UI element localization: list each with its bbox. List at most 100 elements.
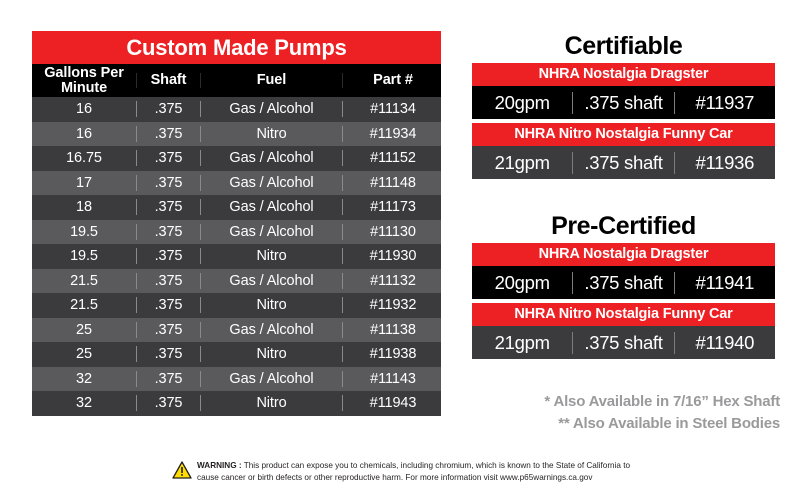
cell-part: #11930: [342, 248, 443, 265]
cell-fuel: Gas / Alcohol: [200, 174, 342, 191]
table-row: 25 .375 Gas / Alcohol #11138: [32, 317, 441, 342]
footnote-steel-bodies: ** Also Available in Steel Bodies: [558, 414, 780, 432]
cell-part: #11173: [342, 199, 443, 216]
certifiable-heading: Certifiable: [564, 32, 683, 60]
cell-shaft: .375: [136, 346, 200, 363]
cell-gallons-per-minute: 16: [76, 101, 92, 118]
cell-gallons-per-minute: 18: [76, 199, 92, 216]
certifiable-groups: NHRA Nostalgia Dragster 20gpm .375 shaft #1…: [472, 63, 775, 179]
prop65-warning: WARNING : This product can expose you to…: [172, 460, 630, 484]
cell-gallons-per-minute: 17: [76, 174, 92, 191]
warning-triangle-icon: [172, 461, 192, 484]
table-row: 16 .375 Gas / Alcohol #11134: [32, 97, 441, 122]
table-row: 32 .375 Gas / Alcohol #11143: [32, 366, 443, 391]
group-title: NHRA Nitro Nostalgia Funny Car: [472, 303, 775, 326]
cell-part: #11936: [673, 151, 775, 174]
cell-shaft: .375: [136, 248, 200, 265]
cell-fuel: Gas / Alcohol: [200, 272, 342, 289]
cell-part: #11940: [673, 331, 775, 354]
cell-fuel: Gas / Alcohol: [200, 321, 342, 338]
cell-gallons-per-minute: 25: [76, 321, 92, 338]
group-title: NHRA Nitro Nostalgia Funny Car: [472, 123, 775, 146]
cell-shaft: .375: [136, 395, 200, 412]
cell-shaft: .375: [136, 125, 200, 142]
cell-shaft: .375: [136, 297, 200, 314]
cell-gallons-per-minute: 16: [76, 125, 92, 142]
cell-gallons-per-minute: 19.5: [70, 248, 98, 265]
cell-part: #11130: [342, 223, 443, 240]
cell-gallons-per-minute: 32: [76, 370, 92, 387]
cell-fuel: Gas / Alcohol: [200, 101, 342, 118]
cell-shaft: .375 shaft: [572, 151, 673, 174]
cell-part: #11941: [673, 271, 775, 294]
certifiable-panel: Certifiable NHRA Nostalgia Dragster 20gpm…: [472, 31, 775, 179]
main-table-header-row: Gallons Per Minute Shaft Fuel Part #: [32, 64, 441, 97]
cell-shaft: .375: [136, 199, 200, 216]
column-header-fuel: Fuel: [200, 73, 342, 88]
cell-shaft: .375: [136, 174, 200, 191]
table-row: 16 .375 Nitro #11934: [32, 121, 443, 146]
cell-shaft: .375: [136, 101, 200, 118]
cell-gallons-per-minute: 16.75: [66, 150, 102, 167]
cell-shaft: .375: [136, 223, 200, 240]
group-title: NHRA Nostalgia Dragster: [472, 243, 775, 266]
table-row: 20gpm .375 shaft #11941: [472, 266, 775, 299]
table-row: 20gpm .375 shaft #11937: [472, 86, 775, 119]
cell-part: #11132: [342, 272, 443, 289]
cell-fuel: Nitro: [200, 125, 342, 142]
cell-fuel: Gas / Alcohol: [200, 223, 342, 240]
main-table-title: Custom Made Pumps: [32, 31, 441, 64]
custom-made-pumps-table: Custom Made Pumps Gallons Per Minute Shaf…: [32, 31, 441, 416]
cell-fuel: Nitro: [200, 297, 342, 314]
cell-gallons-per-minute: 21.5: [70, 272, 98, 289]
precertified-groups: NHRA Nostalgia Dragster 20gpm .375 shaft #1…: [472, 243, 775, 359]
table-row: 16.75 .375 Gas / Alcohol #11152: [32, 146, 441, 171]
prop65-warning-label: WARNING :: [197, 461, 242, 470]
table-row: 25 .375 Nitro #11938: [32, 342, 441, 367]
cell-shaft: .375 shaft: [572, 91, 673, 114]
cell-part: #11937: [673, 91, 775, 114]
cell-part: #11143: [342, 370, 443, 387]
table-row: 21.5 .375 Gas / Alcohol #11132: [32, 268, 443, 293]
table-row: 19.5 .375 Gas / Alcohol #11130: [32, 219, 443, 244]
column-header-gallons-per-minute: Gallons Per Minute: [44, 64, 124, 96]
cell-fuel: Gas / Alcohol: [200, 199, 342, 216]
cell-gallons-per-minute: 21.5: [70, 297, 98, 314]
cell-gpm: 21gpm: [494, 331, 550, 353]
precertified-panel: Pre-Certified NHRA Nostalgia Dragster 20g…: [472, 211, 775, 359]
prop65-warning-text: WARNING : This product can expose you to…: [197, 460, 630, 484]
cell-part: #11134: [342, 101, 443, 118]
cell-part: #11152: [342, 150, 443, 167]
cell-gallons-per-minute: 25: [76, 346, 92, 363]
cell-gpm: 20gpm: [494, 91, 550, 113]
cell-fuel: Nitro: [200, 395, 342, 412]
cell-part: #11934: [342, 125, 443, 142]
table-row: 32 .375 Nitro #11943: [32, 391, 441, 416]
cell-shaft: .375: [136, 150, 200, 167]
cell-gallons-per-minute: 32: [76, 395, 92, 412]
cell-part: #11943: [342, 395, 443, 412]
table-row: 21.5 .375 Nitro #11932: [32, 293, 441, 318]
cell-shaft: .375 shaft: [572, 331, 673, 354]
cell-gallons-per-minute: 19.5: [70, 223, 98, 240]
cell-shaft: .375: [136, 272, 200, 289]
availability-footnotes: * Also Available in 7/16” Hex Shaft ** A…: [440, 391, 780, 435]
column-header-part: Part #: [342, 73, 443, 88]
cell-fuel: Gas / Alcohol: [200, 150, 342, 167]
cell-shaft: .375 shaft: [572, 271, 673, 294]
cell-fuel: Gas / Alcohol: [200, 370, 342, 387]
prop65-line-2: cause cancer or birth defects or other r…: [197, 472, 593, 482]
cell-shaft: .375: [136, 370, 200, 387]
prop65-line-1: This product can expose you to chemicals…: [241, 461, 631, 470]
cell-fuel: Nitro: [200, 346, 342, 363]
group-title: NHRA Nostalgia Dragster: [472, 63, 775, 86]
table-row: 19.5 .375 Nitro #11930: [32, 244, 441, 269]
cell-gpm: 21gpm: [494, 151, 550, 173]
cell-part: #11932: [342, 297, 443, 314]
cell-shaft: .375: [136, 321, 200, 338]
precertified-heading: Pre-Certified: [551, 212, 696, 240]
column-header-shaft: Shaft: [136, 73, 200, 88]
table-row: 17 .375 Gas / Alcohol #11148: [32, 170, 443, 195]
cell-part: #11148: [342, 174, 443, 191]
footnote-hex-shaft: * Also Available in 7/16” Hex Shaft: [544, 393, 780, 410]
